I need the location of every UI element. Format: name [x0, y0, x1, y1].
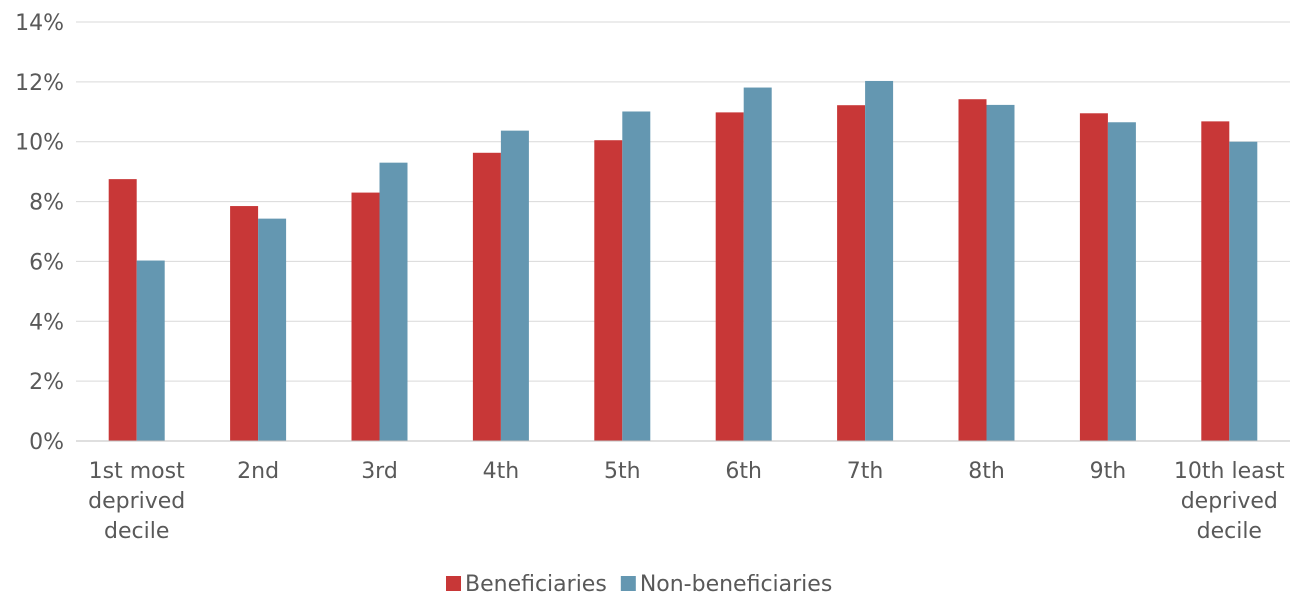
- legend-swatch-beneficiaries: [446, 576, 461, 591]
- y-tick-label: 4%: [29, 310, 64, 335]
- y-axis-tick-labels: 0% 2% 4% 6% 8% 10% 12% 14%: [15, 11, 64, 455]
- bar-beneficiaries: [837, 105, 866, 442]
- x-category-label: 1st most deprived decile: [88, 459, 185, 544]
- bar-non-beneficiaries: [379, 162, 408, 441]
- bar-beneficiaries: [594, 140, 623, 442]
- bar-beneficiaries: [715, 112, 744, 442]
- y-tick-label: 6%: [29, 250, 64, 275]
- y-tick-label: 0%: [29, 430, 64, 455]
- legend-label-beneficiaries: Beneficiaries: [465, 572, 607, 597]
- bar-beneficiaries: [351, 192, 380, 441]
- bar-non-beneficiaries: [1229, 141, 1258, 441]
- bar-non-beneficiaries: [258, 218, 287, 441]
- bars: [108, 80, 1258, 442]
- x-category-label: 6th: [725, 459, 762, 484]
- x-category-label: 10th least deprived decile: [1174, 459, 1285, 544]
- x-category-label: 2nd: [237, 459, 279, 484]
- bar-non-beneficiaries: [136, 260, 165, 441]
- bar-non-beneficiaries: [622, 111, 651, 442]
- bar-beneficiaries: [1201, 121, 1230, 441]
- y-tick-label: 14%: [15, 11, 64, 36]
- legend-swatch-non-beneficiaries: [620, 576, 636, 591]
- bar-beneficiaries: [958, 99, 987, 442]
- x-category-label: 3rd: [361, 459, 398, 484]
- x-category-label: 5th: [604, 459, 641, 484]
- x-category-label: 9th: [1090, 459, 1127, 484]
- bar-non-beneficiaries: [743, 87, 772, 441]
- y-tick-label: 2%: [29, 370, 64, 395]
- bar-beneficiaries: [1079, 113, 1108, 442]
- y-tick-label: 12%: [15, 71, 64, 96]
- x-axis-category-labels: 1st most deprived decile 2nd 3rd 4th 5th 6th 7th…: [88, 459, 1285, 544]
- legend-label-non-beneficiaries: Non-beneficiaries: [640, 572, 832, 597]
- bar-non-beneficiaries: [500, 130, 529, 441]
- bar-non-beneficiaries: [1107, 122, 1136, 441]
- bar-beneficiaries: [230, 206, 259, 441]
- bar-beneficiaries: [472, 152, 501, 442]
- y-tick-label: 10%: [15, 131, 64, 156]
- x-category-label: 7th: [847, 459, 884, 484]
- x-category-label: 8th: [968, 459, 1005, 484]
- x-category-label: 4th: [483, 459, 520, 484]
- legend: Beneficiaries Non-beneficiaries: [446, 572, 832, 597]
- bar-beneficiaries: [108, 179, 137, 441]
- bar-non-beneficiaries: [865, 80, 894, 441]
- y-tick-label: 8%: [29, 191, 64, 216]
- bar-non-beneficiaries: [986, 104, 1015, 441]
